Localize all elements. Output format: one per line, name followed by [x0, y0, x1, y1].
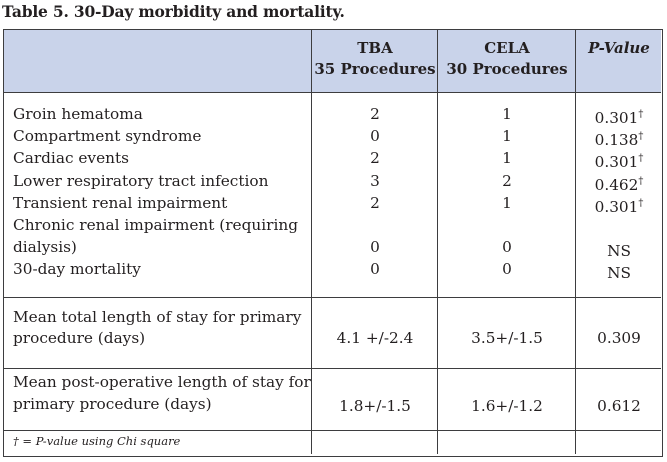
row-cela: 1 — [439, 148, 575, 169]
column-divider — [437, 30, 438, 454]
row-cela-value: 2 — [502, 171, 512, 190]
stay-postop-label-2: primary procedure (days) — [13, 395, 212, 413]
row-pvalue-value: NS — [607, 264, 631, 283]
row-tba-value: 0 — [370, 238, 380, 257]
row-pvalue-value: NS — [607, 242, 631, 261]
dagger-mark: † — [638, 175, 644, 187]
row-pvalue-value: 0.301 — [594, 197, 639, 216]
row-tba: 0 — [313, 259, 437, 280]
row-pvalue: 0.301† — [577, 193, 661, 218]
dagger-mark: † — [638, 153, 644, 165]
row-pvalue: NS — [577, 259, 661, 284]
row-divider — [4, 430, 661, 431]
row-tba-value: 2 — [370, 105, 380, 123]
row-cela-value: 1 — [502, 127, 512, 146]
row-tba: 0 — [313, 237, 437, 258]
row-cela-value: 1 — [502, 149, 512, 168]
row-tba: 2 — [313, 104, 437, 125]
stay-total-tba: 4.1 +/-2.4 — [336, 329, 414, 347]
header-tba-count: 35 Procedures — [314, 60, 436, 78]
row-cela: 1 — [439, 126, 575, 147]
stay-postop-p: 0.612 — [597, 397, 641, 415]
header-tba: TBA 35 Procedures — [313, 38, 437, 80]
row-cela: 0 — [439, 237, 575, 258]
dagger-mark: † — [638, 197, 644, 209]
row-label: Chronic renal impairment (requiring — [13, 216, 298, 234]
table-header — [4, 30, 661, 93]
row-tba-value: 0 — [370, 127, 380, 146]
row-pvalue-value: 0.462 — [594, 175, 639, 194]
header-tba-name: TBA — [357, 39, 393, 57]
row-tba: 0 — [313, 126, 437, 147]
row-divider — [4, 297, 661, 298]
header-cela-count: 30 Procedures — [446, 60, 568, 78]
stay-total-cela: 3.5+/-1.5 — [471, 329, 543, 347]
row-cela-value: 1 — [502, 193, 512, 212]
column-divider — [311, 30, 312, 454]
row-label: Transient renal impairment — [13, 193, 228, 212]
row-label: Compartment syndrome — [13, 127, 202, 146]
row-pvalue: NS — [577, 237, 661, 262]
row-tba-value: 0 — [370, 260, 380, 279]
row-label: Groin hematoma — [13, 105, 143, 123]
stay-total-label-1: Mean total length of stay for primary — [13, 308, 302, 326]
header-pvalue: P-Value — [577, 38, 661, 59]
stay-total-p: 0.309 — [597, 329, 641, 347]
row-tba-value: 2 — [370, 193, 380, 212]
header-cela: CELA 30 Procedures — [439, 38, 575, 80]
row-cela-value: 0 — [502, 260, 512, 279]
stay-total-label-2: procedure (days) — [13, 329, 146, 347]
dagger-mark: † — [638, 109, 644, 120]
row-cela: 0 — [439, 259, 575, 280]
row-label: Lower respiratory tract infection — [13, 171, 269, 190]
row-pvalue-value: 0.301 — [594, 109, 639, 127]
row-cela: 1 — [439, 104, 575, 125]
row-label: 30-day mortality — [13, 260, 141, 279]
stay-postop-label-1: Mean post-operative length of stay for — [13, 373, 311, 391]
column-divider — [575, 30, 576, 454]
row-pvalue: 0.301† — [577, 104, 661, 129]
row-cela: 1 — [439, 193, 575, 214]
row-label: dialysis) — [13, 238, 77, 257]
stay-postop-cela: 1.6+/-1.2 — [471, 397, 543, 415]
row-tba-value: 3 — [370, 171, 380, 190]
row-pvalue: 0.301† — [577, 148, 661, 173]
row-cela: 2 — [439, 171, 575, 192]
row-tba: 2 — [313, 193, 437, 214]
row-cela-value: 0 — [502, 238, 512, 257]
row-tba: 2 — [313, 148, 437, 169]
row-pvalue: 0.462† — [577, 171, 661, 196]
row-label: Cardiac events — [13, 149, 129, 168]
header-cela-name: CELA — [484, 39, 530, 57]
morbidity-table: TBA 35 Procedures CELA 30 Procedures P-V… — [3, 29, 663, 457]
header-pvalue-name: P-Value — [588, 39, 650, 57]
footnote: † = P-value using Chi square — [13, 434, 181, 448]
stay-postop-tba: 1.8+/-1.5 — [339, 397, 411, 415]
row-pvalue-value: 0.301 — [594, 153, 639, 172]
dagger-mark: † — [638, 131, 644, 143]
table-title: Table 5. 30-Day morbidity and mortality. — [2, 2, 345, 21]
row-pvalue-value: 0.138 — [594, 131, 639, 150]
row-tba: 3 — [313, 171, 437, 192]
row-pvalue: 0.138† — [577, 126, 661, 151]
row-tba-value: 2 — [370, 149, 380, 168]
row-divider — [4, 368, 661, 369]
row-cela-value: 1 — [502, 105, 512, 123]
